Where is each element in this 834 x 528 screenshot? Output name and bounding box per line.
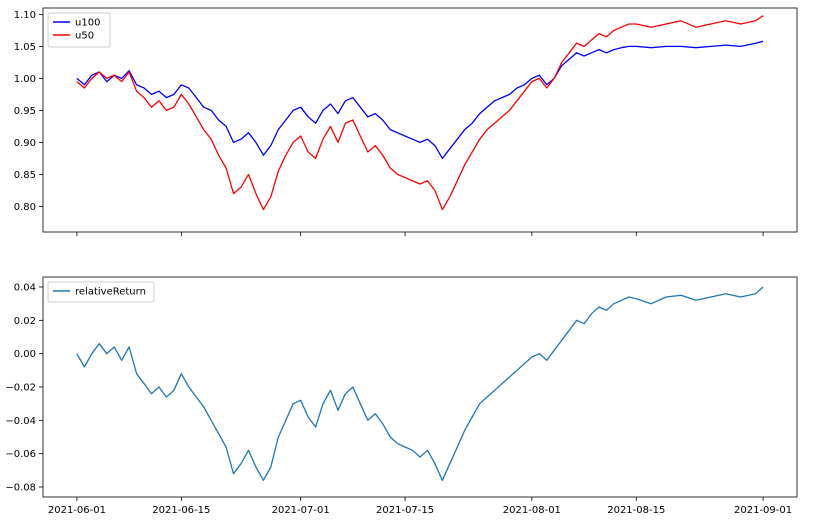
x-tick-label: 2021-08-15 bbox=[607, 505, 665, 516]
y-tick-label: 0.90 bbox=[14, 138, 36, 149]
plot-frame-2 bbox=[42, 276, 798, 498]
y-tick-label: 0.85 bbox=[14, 170, 36, 181]
y-tick-label: 1.00 bbox=[14, 74, 36, 85]
y-tick-label: 1.05 bbox=[14, 42, 36, 53]
y-tick-label: −0.08 bbox=[5, 483, 36, 494]
y-tick-label: −0.02 bbox=[5, 383, 36, 394]
x-tick-label: 2021-06-15 bbox=[152, 505, 210, 516]
y-tick-label: 1.10 bbox=[14, 10, 36, 21]
y-tick-label: −0.04 bbox=[5, 416, 36, 427]
plot-frame-1 bbox=[42, 7, 798, 233]
legend-box bbox=[47, 281, 155, 303]
y-tick-label: 0.95 bbox=[14, 106, 36, 117]
legend-label-u100: u100 bbox=[75, 18, 100, 29]
x-tick-label: 2021-07-15 bbox=[376, 505, 434, 516]
legend-label-u50: u50 bbox=[75, 31, 94, 42]
y-tick-label: 0.00 bbox=[14, 349, 36, 360]
x-tick-label: 2021-06-01 bbox=[48, 505, 106, 516]
y-tick-label: 0.04 bbox=[14, 283, 36, 294]
y-tick-label: −0.06 bbox=[5, 449, 36, 460]
x-tick-label: 2021-09-01 bbox=[734, 505, 792, 516]
y-tick-label: 0.02 bbox=[14, 316, 36, 327]
series-line-u100 bbox=[76, 40, 764, 160]
series-line-u50 bbox=[76, 15, 764, 211]
x-tick-label: 2021-07-01 bbox=[272, 505, 330, 516]
series-line-relativeReturn bbox=[76, 286, 764, 481]
x-tick-label: 2021-08-01 bbox=[503, 505, 561, 516]
y-tick-label: 0.80 bbox=[14, 202, 36, 213]
legend-label-relativeReturn: relativeReturn bbox=[75, 287, 146, 298]
